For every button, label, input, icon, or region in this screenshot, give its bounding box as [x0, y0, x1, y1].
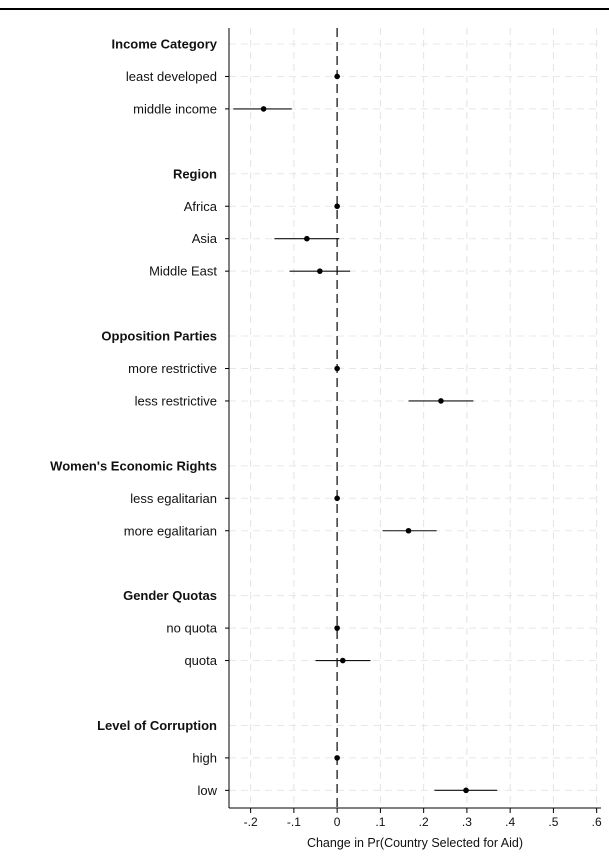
group-header: Region [173, 166, 217, 181]
point-estimate [334, 625, 340, 631]
group-header: Gender Quotas [123, 588, 217, 603]
row-label: more restrictive [128, 361, 217, 376]
point-estimate [304, 235, 310, 242]
point-estimate [463, 787, 469, 794]
row-label: less restrictive [135, 393, 217, 408]
x-axis-label: Change in Pr(Country Selected for Aid) [307, 836, 523, 850]
row-label: least developed [126, 69, 217, 84]
x-tick-label: 0 [334, 815, 341, 829]
row-label: less egalitarian [130, 491, 217, 506]
top-rule [0, 8, 609, 10]
x-tick-label: -.1 [287, 815, 301, 829]
group-header: Level of Corruption [97, 718, 217, 733]
point-estimate [339, 657, 346, 664]
x-tick-label: .1 [375, 815, 385, 829]
x-tick-label: .3 [462, 815, 472, 829]
row-label: middle income [133, 101, 217, 116]
row-label: Middle East [149, 264, 217, 279]
x-tick-label: .4 [505, 815, 515, 829]
row-label: Asia [192, 231, 218, 246]
x-tick-label: .2 [419, 815, 429, 829]
x-tick-label: -.2 [244, 815, 258, 829]
point-estimate [317, 268, 323, 274]
group-header: Opposition Parties [101, 329, 217, 344]
group-header: Income Category [112, 37, 218, 52]
row-label: quota [184, 653, 217, 668]
point-estimate [260, 106, 267, 112]
point-estimate [438, 398, 444, 404]
row-label: low [197, 783, 217, 798]
group-header: Women's Economic Rights [50, 458, 217, 473]
row-label: Africa [184, 199, 218, 214]
x-tick-label: .6 [592, 815, 602, 829]
x-tick-label: .5 [548, 815, 558, 829]
point-estimate [334, 203, 340, 210]
row-label: no quota [166, 621, 217, 636]
point-estimate [334, 755, 340, 761]
row-label: more egalitarian [124, 523, 217, 538]
row-label: high [192, 750, 217, 765]
point-estimate [405, 527, 412, 534]
point-estimate [334, 73, 340, 80]
point-estimate [334, 365, 340, 372]
point-estimate [334, 495, 340, 502]
